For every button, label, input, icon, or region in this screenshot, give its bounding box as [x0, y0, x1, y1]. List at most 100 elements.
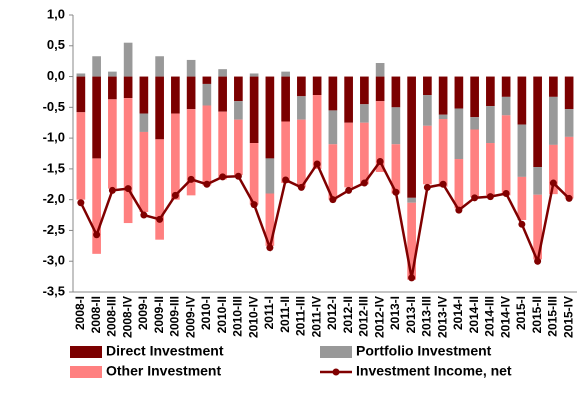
bar: [92, 76, 101, 159]
line-point: [140, 211, 148, 219]
bar: [171, 76, 180, 114]
bar: [186, 59, 196, 77]
x-tick-label: 2011-III: [294, 296, 308, 336]
bar: [533, 167, 542, 195]
line-point: [439, 180, 447, 188]
bar: [186, 109, 196, 196]
bar: [92, 158, 101, 254]
x-tick-label: 2008-II: [89, 296, 103, 333]
x-tick-label: 2014-II: [467, 296, 481, 333]
y-tick-label: -0,5: [43, 99, 65, 114]
bar: [454, 159, 464, 209]
bar: [123, 98, 133, 224]
x-tick-label: 2009-IV: [183, 296, 197, 338]
bar: [375, 63, 385, 77]
line-point: [219, 173, 227, 181]
x-tick-label: 2011-IV: [309, 296, 323, 337]
bar: [139, 113, 149, 132]
x-tick-label: 2015-I: [514, 296, 528, 330]
bar: [234, 119, 243, 176]
bar: [281, 76, 290, 122]
bar: [470, 117, 479, 130]
bar: [344, 76, 353, 123]
x-tick-label: 2011-I: [262, 296, 276, 329]
x-tick-label: 2015-II: [530, 296, 544, 333]
bar: [375, 101, 385, 172]
bar: [328, 76, 338, 111]
bar: [171, 113, 180, 200]
bar: [108, 71, 117, 77]
legend-label: Portfolio Investment: [356, 343, 492, 359]
x-tick-label: 2010-IV: [246, 296, 260, 338]
bar: [249, 73, 259, 77]
bar: [265, 193, 275, 246]
line-point: [77, 199, 85, 207]
bar: [312, 95, 322, 169]
bar: [438, 119, 448, 187]
x-tick-label: 2013-II: [404, 296, 418, 333]
y-tick-label: -2,0: [43, 191, 65, 206]
bar: [186, 76, 196, 110]
legend-label: Investment Income, net: [356, 363, 512, 379]
bar: [423, 125, 432, 185]
bar: [533, 76, 542, 168]
line-point: [266, 244, 274, 252]
bar: [549, 144, 558, 195]
line-point: [549, 179, 557, 187]
bar: [249, 76, 259, 144]
bar: [297, 76, 306, 97]
bar: [155, 56, 164, 77]
bar: [328, 144, 338, 200]
x-tick-label: 2010-II: [215, 296, 229, 333]
bar: [549, 76, 558, 97]
y-tick-label: 0,0: [47, 68, 65, 83]
line-point: [486, 193, 494, 201]
bar: [123, 42, 133, 77]
x-tick-label: 2008-I: [73, 296, 87, 330]
y-tick-label: 0,5: [47, 37, 65, 52]
x-tick-label: 2008-IV: [120, 296, 134, 338]
bar: [549, 96, 558, 145]
bar: [218, 111, 227, 180]
bar: [202, 105, 212, 186]
bar: [297, 96, 306, 120]
line-point: [376, 158, 384, 166]
bar: [391, 144, 401, 194]
line-point: [360, 179, 368, 187]
bar: [265, 76, 275, 159]
bar: [407, 76, 416, 198]
x-tick-label: 2012-IV: [372, 296, 386, 338]
bar: [533, 194, 542, 260]
legend-swatch: [70, 346, 102, 358]
line-point: [234, 172, 242, 180]
legend-label: Direct Investment: [106, 343, 224, 359]
bar: [360, 122, 369, 185]
x-tick-label: 2014-IV: [498, 296, 512, 338]
y-tick-label: -1,5: [43, 160, 65, 175]
bar: [517, 124, 527, 177]
bar: [454, 108, 464, 160]
bar: [360, 104, 369, 123]
bar: [501, 96, 511, 116]
legend-swatch: [70, 366, 102, 378]
y-tick-label: -1,0: [43, 130, 65, 145]
bar: [486, 106, 495, 144]
x-tick-label: 2012-I: [325, 296, 339, 330]
bar: [139, 76, 149, 114]
bar: [202, 76, 212, 84]
bar: [155, 139, 164, 240]
y-tick-label: -2,5: [43, 222, 65, 237]
line-point: [156, 215, 164, 223]
x-tick-label: 2015-III: [546, 296, 560, 337]
line-point: [108, 186, 116, 194]
line-point: [392, 188, 400, 196]
line-point: [408, 274, 416, 282]
line-point: [171, 191, 179, 199]
line-point: [518, 220, 526, 228]
bar: [391, 107, 401, 145]
bar: [564, 136, 574, 199]
bar: [454, 76, 464, 109]
bar: [501, 115, 511, 196]
x-tick-label: 2008-III: [105, 296, 119, 337]
